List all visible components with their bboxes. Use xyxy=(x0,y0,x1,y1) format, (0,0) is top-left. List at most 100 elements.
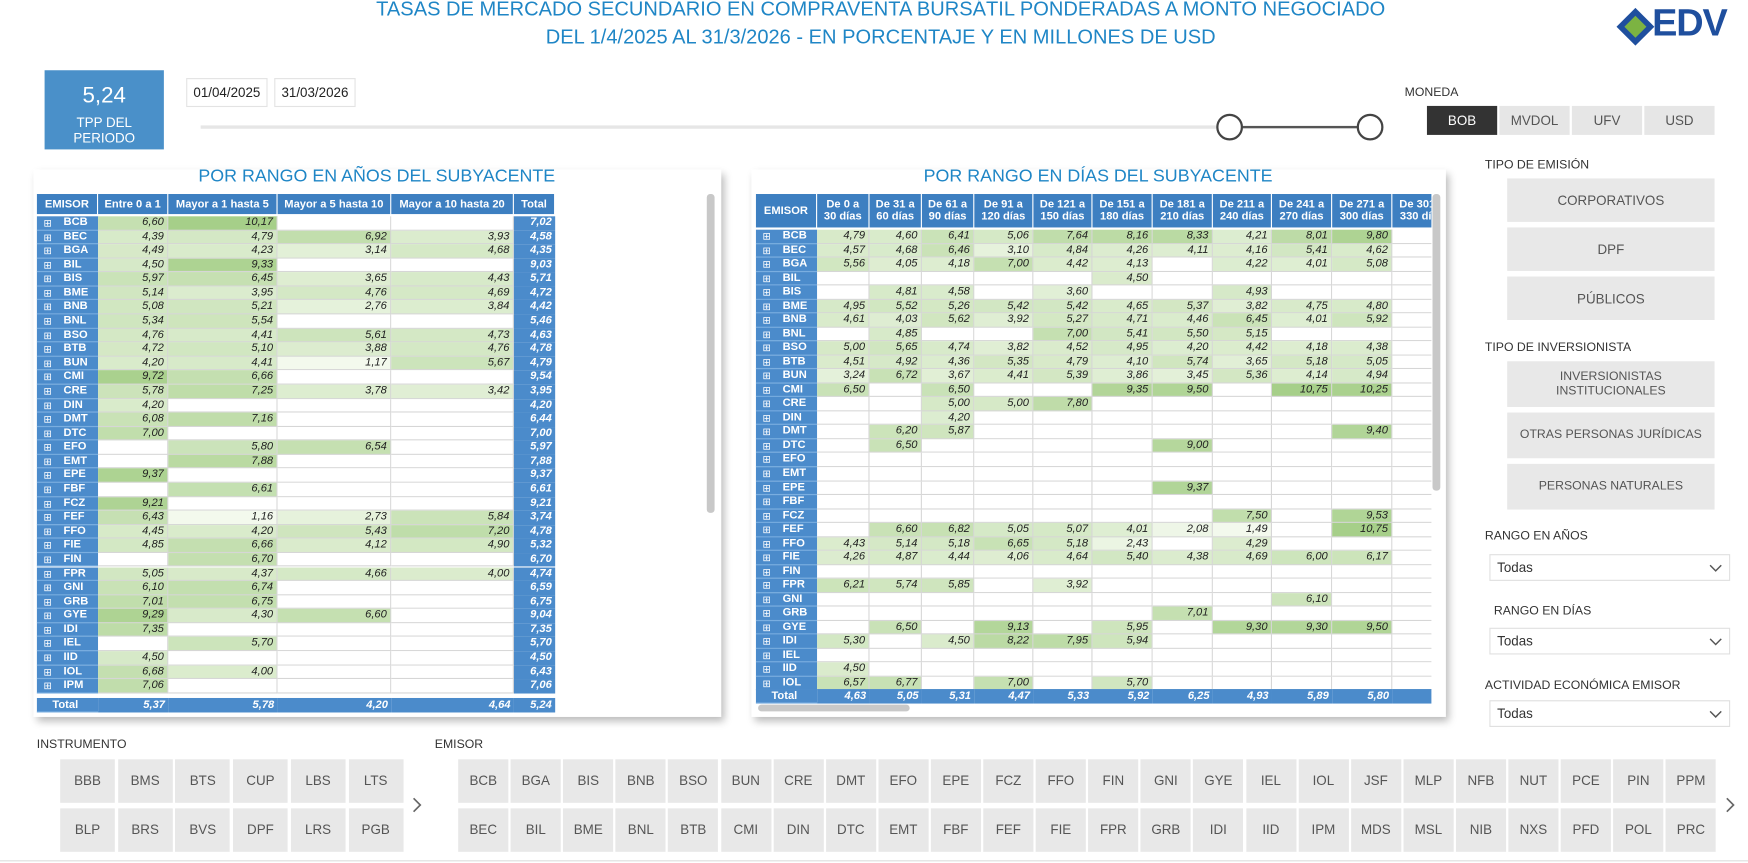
slicer-tile[interactable]: NUT xyxy=(1508,759,1559,803)
expand-icon[interactable]: ⊞ xyxy=(762,398,771,410)
slicer-tile[interactable]: BTS xyxy=(175,759,231,803)
slicer-tile[interactable]: IID xyxy=(1245,808,1296,852)
slicer-tile[interactable]: PRC xyxy=(1665,808,1717,852)
slicer-tile[interactable]: FBF xyxy=(930,808,981,852)
slicer-tile[interactable]: BNB xyxy=(615,759,666,803)
expand-icon[interactable]: ⊞ xyxy=(43,399,52,411)
slicer-tile[interactable]: DIN xyxy=(773,808,824,852)
slicer-tile[interactable]: EMT xyxy=(878,808,929,852)
slicer-tile[interactable]: NIB xyxy=(1455,808,1506,852)
slicer-tile[interactable]: BSO xyxy=(668,759,719,803)
expand-icon[interactable]: ⊞ xyxy=(43,287,52,299)
next-arrow[interactable] xyxy=(412,797,422,813)
expand-icon[interactable]: ⊞ xyxy=(43,554,52,566)
expand-icon[interactable]: ⊞ xyxy=(43,245,52,257)
slicer-tile[interactable]: DMT xyxy=(825,759,876,803)
slicer-tile[interactable]: BTB xyxy=(668,808,719,852)
slicer-tile[interactable]: CRE xyxy=(773,759,824,803)
expand-icon[interactable]: ⊞ xyxy=(43,469,52,482)
expand-icon[interactable]: ⊞ xyxy=(43,371,52,383)
slicer-tile[interactable]: POL xyxy=(1613,808,1664,852)
slicer-tile[interactable]: PIN xyxy=(1613,759,1664,803)
expand-icon[interactable]: ⊞ xyxy=(43,638,52,650)
expand-icon[interactable]: ⊞ xyxy=(43,301,52,313)
expand-icon[interactable]: ⊞ xyxy=(762,496,771,508)
currency-button[interactable]: MVDOL xyxy=(1499,105,1570,135)
slicer-tile[interactable]: JSF xyxy=(1350,759,1401,803)
slicer-tile[interactable]: GYE xyxy=(1193,759,1244,803)
slicer-tile[interactable]: FCZ xyxy=(983,759,1034,803)
expand-icon[interactable]: ⊞ xyxy=(762,244,771,256)
expand-icon[interactable]: ⊞ xyxy=(43,652,52,664)
slicer-tile[interactable]: FPR xyxy=(1088,808,1139,852)
expand-icon[interactable]: ⊞ xyxy=(762,258,771,270)
slicer-tile[interactable]: MDS xyxy=(1350,808,1401,852)
expand-icon[interactable]: ⊞ xyxy=(762,370,771,382)
slicer-tile[interactable]: DTC xyxy=(825,808,876,852)
slicer-tile[interactable]: PGB xyxy=(348,808,404,852)
slicer-tile[interactable]: BEC xyxy=(458,808,509,852)
slicer-tile[interactable]: DPF xyxy=(233,808,288,852)
expand-icon[interactable]: ⊞ xyxy=(762,300,771,312)
expand-icon[interactable]: ⊞ xyxy=(762,230,771,242)
expand-icon[interactable]: ⊞ xyxy=(43,259,52,271)
expand-icon[interactable]: ⊞ xyxy=(762,524,771,536)
slicer-tile[interactable]: IDI xyxy=(1193,808,1244,852)
slicer-tile[interactable]: BVS xyxy=(175,808,231,852)
expand-icon[interactable]: ⊞ xyxy=(43,441,52,453)
expand-icon[interactable]: ⊞ xyxy=(43,427,52,439)
slicer-tile[interactable]: FIE xyxy=(1035,808,1086,852)
expand-icon[interactable]: ⊞ xyxy=(43,680,52,692)
date-input[interactable]: 31/03/2026 xyxy=(274,78,356,108)
expand-icon[interactable]: ⊞ xyxy=(762,594,771,606)
slider-handle[interactable] xyxy=(1216,113,1244,141)
expand-icon[interactable]: ⊞ xyxy=(762,412,771,424)
expand-icon[interactable]: ⊞ xyxy=(762,538,771,550)
expand-icon[interactable]: ⊞ xyxy=(762,677,771,690)
slicer-tile[interactable]: PPM xyxy=(1665,759,1717,803)
slicer-tile[interactable]: BUN xyxy=(720,759,771,803)
slicer-tile[interactable]: PFD xyxy=(1560,808,1611,852)
slicer-tile[interactable]: BGA xyxy=(510,759,561,803)
filter-button[interactable]: PÚBLICOS xyxy=(1507,276,1715,321)
expand-icon[interactable]: ⊞ xyxy=(762,510,771,522)
slicer-tile[interactable]: BIL xyxy=(510,808,561,852)
expand-icon[interactable]: ⊞ xyxy=(43,329,52,341)
expand-icon[interactable]: ⊞ xyxy=(43,666,52,678)
expand-icon[interactable]: ⊞ xyxy=(43,525,52,538)
slicer-tile[interactable]: FEF xyxy=(983,808,1034,852)
slicer-tile[interactable]: BME xyxy=(563,808,614,852)
expand-icon[interactable]: ⊞ xyxy=(762,468,771,480)
slicer-tile[interactable]: BRS xyxy=(117,808,173,852)
expand-icon[interactable]: ⊞ xyxy=(762,566,771,578)
slicer-tile[interactable]: GRB xyxy=(1140,808,1191,852)
dropdown[interactable]: Todas xyxy=(1489,627,1731,655)
slicer-tile[interactable]: NXS xyxy=(1508,808,1559,852)
expand-icon[interactable]: ⊞ xyxy=(43,217,52,229)
slicer-tile[interactable]: NFB xyxy=(1455,759,1506,803)
slicer-tile[interactable]: BIS xyxy=(563,759,614,803)
expand-icon[interactable]: ⊞ xyxy=(762,580,771,592)
expand-icon[interactable]: ⊞ xyxy=(762,440,771,452)
slicer-tile[interactable]: FIN xyxy=(1088,759,1139,803)
dropdown[interactable]: Todas xyxy=(1489,554,1731,581)
slicer-tile[interactable]: IOL xyxy=(1298,759,1349,803)
expand-icon[interactable]: ⊞ xyxy=(762,384,771,396)
expand-icon[interactable]: ⊞ xyxy=(762,635,771,648)
expand-icon[interactable]: ⊞ xyxy=(43,357,52,369)
expand-icon[interactable]: ⊞ xyxy=(762,286,771,298)
slider-handle[interactable] xyxy=(1356,113,1384,141)
filter-button[interactable]: DPF xyxy=(1507,227,1715,271)
slicer-tile[interactable]: CMI xyxy=(720,808,771,852)
expand-icon[interactable]: ⊞ xyxy=(43,582,52,594)
filter-button[interactable]: CORPORATIVOS xyxy=(1507,178,1715,222)
slicer-tile[interactable]: BLP xyxy=(60,808,115,852)
slicer-tile[interactable]: LRS xyxy=(290,808,346,852)
filter-button[interactable]: PERSONAS NATURALES xyxy=(1507,463,1715,510)
slicer-tile[interactable]: CUP xyxy=(233,759,288,803)
expand-icon[interactable]: ⊞ xyxy=(762,272,771,284)
slicer-tile[interactable]: GNI xyxy=(1140,759,1191,803)
expand-icon[interactable]: ⊞ xyxy=(762,314,771,326)
currency-button[interactable]: UFV xyxy=(1571,105,1643,135)
expand-icon[interactable]: ⊞ xyxy=(43,231,52,243)
